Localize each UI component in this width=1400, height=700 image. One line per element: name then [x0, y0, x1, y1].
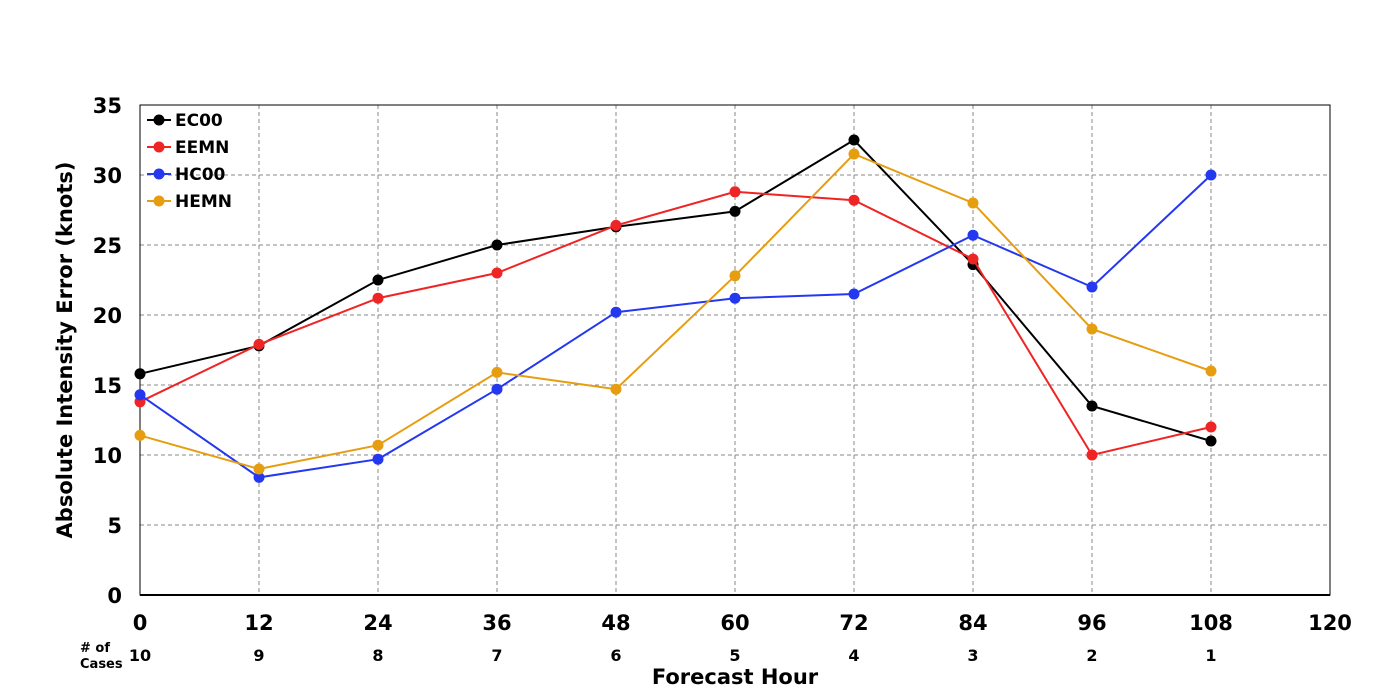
- data-point-eemn: [372, 292, 384, 304]
- x-tick-label: 48: [601, 611, 630, 635]
- x-tick-label: 24: [363, 611, 392, 635]
- y-tick-label: 0: [107, 584, 122, 608]
- data-point-hc00: [253, 471, 265, 483]
- data-point-ec00: [372, 274, 384, 286]
- y-tick-label: 15: [93, 374, 122, 398]
- x-tick-label: 60: [720, 611, 749, 635]
- legend-marker-hemn: [153, 195, 165, 207]
- case-count-label: 2: [1086, 646, 1097, 665]
- data-point-hemn: [967, 197, 979, 209]
- data-point-eemn: [1086, 449, 1098, 461]
- x-tick-label: 36: [482, 611, 511, 635]
- series-line-hc00: [139, 174, 1212, 479]
- data-point-ec00: [729, 205, 741, 217]
- series-eemn: [134, 186, 1217, 461]
- x-tick-label: 108: [1189, 611, 1233, 635]
- y-tick-label: 25: [93, 234, 122, 258]
- legend-label-ec00: EC00: [175, 111, 223, 131]
- legend-item-hemn: HEMN: [147, 192, 232, 212]
- case-count-label: 9: [253, 646, 264, 665]
- series-ec00: [134, 134, 1217, 447]
- data-point-eemn: [253, 338, 265, 350]
- legend-marker-eemn: [153, 141, 165, 153]
- data-point-eemn: [1205, 421, 1217, 433]
- cases-header-line2: Cases: [80, 657, 123, 672]
- data-point-ec00: [1205, 435, 1217, 447]
- series-line-ec00: [139, 138, 1212, 442]
- x-tick-label: 96: [1077, 611, 1106, 635]
- data-point-hc00: [610, 306, 622, 318]
- data-point-eemn: [967, 253, 979, 265]
- data-point-hemn: [848, 148, 860, 160]
- x-tick-label: 84: [958, 611, 987, 635]
- case-count-label: 6: [610, 646, 621, 665]
- x-tick-label: 120: [1308, 611, 1352, 635]
- legend-marker-hc00: [153, 168, 165, 180]
- series-layer: [134, 134, 1217, 483]
- data-point-eemn: [610, 219, 622, 231]
- data-point-hemn: [1086, 323, 1098, 335]
- legend-label-hemn: HEMN: [175, 192, 232, 212]
- x-tick-label: 0: [133, 611, 148, 635]
- data-point-hemn: [372, 439, 384, 451]
- legend-item-hc00: HC00: [147, 165, 226, 185]
- case-count-label: 8: [372, 646, 383, 665]
- x-axis-title: Forecast Hour: [652, 665, 819, 689]
- x-tick-label: 72: [839, 611, 868, 635]
- legend-label-eemn: EEMN: [175, 138, 229, 158]
- series-line-eemn: [139, 190, 1212, 457]
- data-point-eemn: [848, 194, 860, 206]
- case-count-label: 5: [729, 646, 740, 665]
- case-count-label: 3: [967, 646, 978, 665]
- cases-header-line1: # of: [80, 641, 110, 656]
- case-count-label: 7: [491, 646, 502, 665]
- case-count-label: 1: [1205, 646, 1216, 665]
- data-point-ec00: [134, 368, 146, 380]
- data-point-hemn: [729, 270, 741, 282]
- series-line-hemn: [139, 152, 1212, 471]
- y-tick-label: 10: [93, 444, 122, 468]
- data-point-hc00: [1086, 281, 1098, 293]
- y-tick-label: 5: [107, 514, 122, 538]
- case-count-label: 10: [129, 646, 151, 665]
- data-point-eemn: [491, 267, 503, 279]
- data-point-hc00: [967, 229, 979, 241]
- data-point-hc00: [491, 383, 503, 395]
- y-tick-label: 35: [93, 94, 122, 118]
- data-point-ec00: [1086, 400, 1098, 412]
- x-tick-label: 12: [244, 611, 273, 635]
- data-point-eemn: [729, 186, 741, 198]
- y-axis-title: Absolute Intensity Error (knots): [53, 162, 77, 539]
- data-point-hc00: [1205, 169, 1217, 181]
- series-hc00: [134, 169, 1217, 483]
- data-point-hemn: [491, 366, 503, 378]
- case-count-label: 4: [848, 646, 859, 665]
- legend-item-eemn: EEMN: [147, 138, 229, 158]
- y-tick-label: 20: [93, 304, 122, 328]
- data-point-hc00: [372, 453, 384, 465]
- legend: EC00 EEMN HC00 HEMN: [147, 111, 232, 212]
- data-point-hemn: [134, 429, 146, 441]
- data-point-hc00: [729, 292, 741, 304]
- data-point-ec00: [491, 239, 503, 251]
- series-hemn: [134, 148, 1217, 475]
- data-point-hemn: [610, 383, 622, 395]
- data-point-hc00: [848, 288, 860, 300]
- legend-label-hc00: HC00: [175, 165, 226, 185]
- legend-item-ec00: EC00: [147, 111, 223, 131]
- data-point-hemn: [1205, 365, 1217, 377]
- grid-layer: [140, 105, 1330, 595]
- data-point-ec00: [848, 134, 860, 146]
- y-tick-label: 30: [93, 164, 122, 188]
- data-point-hc00: [134, 389, 146, 401]
- legend-marker-ec00: [153, 114, 165, 126]
- data-point-hemn: [253, 463, 265, 475]
- tick-layer: 0 5 10 15 20 25 30 35 0 12 24 36 48 60 72 84 96 108 120: [93, 94, 1352, 635]
